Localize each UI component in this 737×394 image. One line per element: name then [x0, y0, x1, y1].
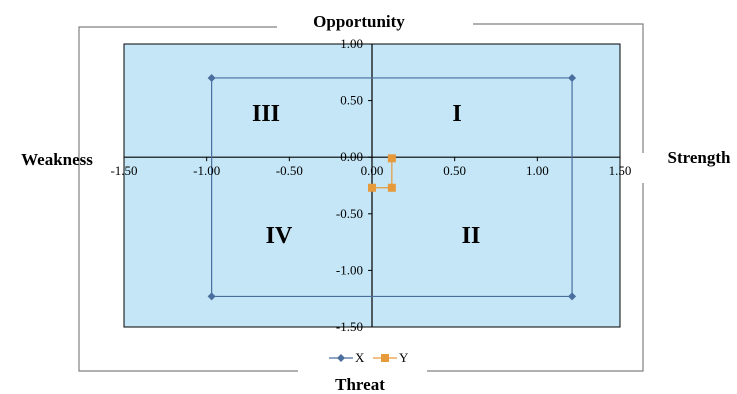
x-tick-label: -0.50	[276, 163, 303, 178]
data-point-x	[207, 73, 216, 82]
y-tick-label: -1.50	[336, 319, 363, 334]
side-label-right: Strength	[668, 148, 732, 167]
quadrant-label-top-right: I	[452, 101, 461, 127]
x-tick-label: 1.50	[609, 163, 632, 178]
data-point-y	[387, 154, 396, 163]
side-label-left: Weakness	[21, 150, 93, 169]
y-tick-label: 0.50	[340, 93, 363, 108]
x-tick-label: -1.00	[193, 163, 220, 178]
data-point-x	[568, 292, 577, 301]
series-layer	[207, 73, 577, 301]
legend-x-marker	[337, 354, 345, 362]
data-point-x	[568, 73, 577, 82]
side-label-bottom: Threat	[335, 375, 385, 394]
y-tick-label: 0.00	[340, 149, 363, 164]
legend: X Y	[329, 350, 409, 365]
quadrant-label-bottom-left: IV	[266, 223, 293, 249]
x-tick-label: 0.50	[443, 163, 466, 178]
outer-frame	[78, 23, 644, 372]
quadrant-label-top-left: III	[252, 101, 280, 127]
y-tick-label: 1.00	[340, 36, 363, 51]
data-point-y	[368, 183, 376, 192]
y-tick-label: -0.50	[336, 206, 363, 221]
y-tick-label: -1.00	[336, 262, 363, 277]
x-tick-label: -1.50	[110, 163, 137, 178]
quadrant-label-bottom-right: II	[462, 223, 481, 249]
legend-x-label: X	[355, 350, 365, 365]
legend-y-label: Y	[399, 350, 409, 365]
side-label-top: Opportunity	[313, 12, 405, 31]
data-point-x	[207, 292, 216, 301]
x-tick-label: 0.00	[361, 163, 384, 178]
legend-y-marker	[381, 354, 389, 362]
data-point-y	[387, 183, 396, 192]
tick-labels: -1.50 -1.00 -0.50 0.00 0.50 1.00 1.50 1.00 0.50 0…	[110, 36, 631, 334]
x-tick-label: 1.00	[526, 163, 549, 178]
